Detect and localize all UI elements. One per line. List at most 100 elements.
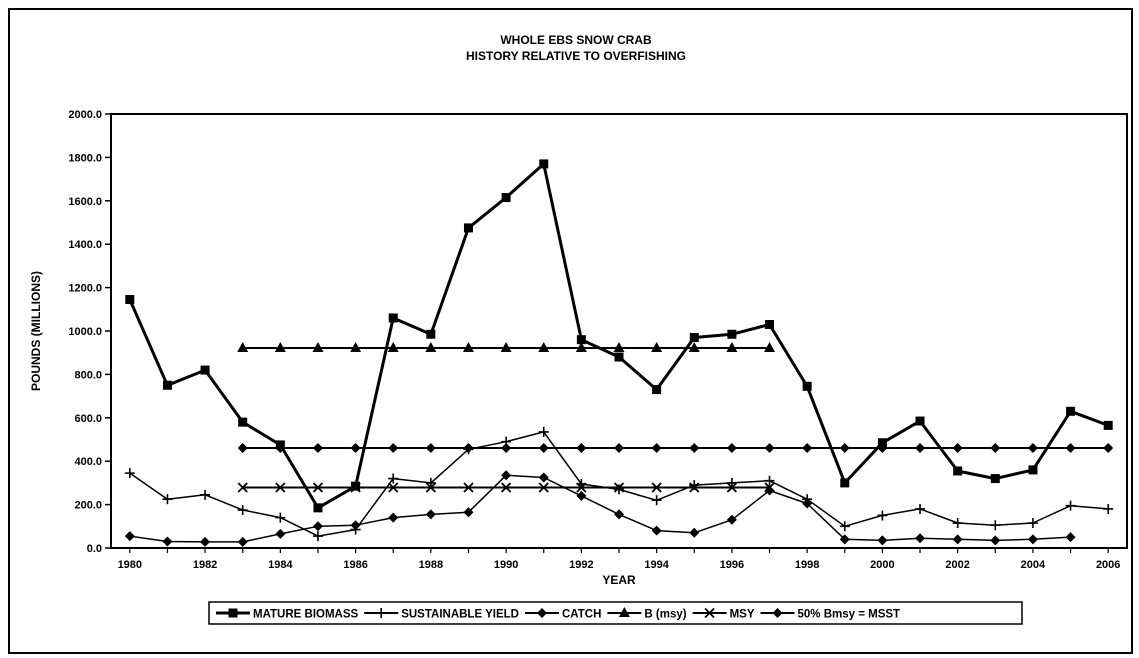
x-tick-label: 2006 xyxy=(1096,559,1120,571)
data-point xyxy=(576,490,587,501)
data-point xyxy=(1103,503,1114,514)
data-point xyxy=(426,329,436,339)
legend: MATURE BIOMASS SUSTAINABLE YIELD CATCH B (m… xyxy=(208,601,1023,625)
x-axis-title: YEAR xyxy=(602,573,636,587)
data-point xyxy=(1065,443,1076,454)
x-tick-label: 1990 xyxy=(494,559,518,571)
data-point xyxy=(200,365,210,375)
data-point xyxy=(1027,518,1038,529)
legend-label: SUSTAINABLE YIELD xyxy=(401,609,519,621)
series-layer xyxy=(124,159,1114,547)
data-point xyxy=(237,505,248,516)
data-point xyxy=(501,470,512,481)
data-point xyxy=(651,495,662,506)
data-point xyxy=(802,381,812,391)
legend-marker xyxy=(772,608,783,618)
data-point xyxy=(689,333,699,343)
data-point xyxy=(313,503,323,513)
data-point xyxy=(275,440,285,450)
legend-label: B (msy) xyxy=(644,609,686,621)
data-point xyxy=(1103,420,1113,430)
data-point xyxy=(162,380,172,390)
data-point xyxy=(877,438,887,448)
y-tick-label: 600.0 xyxy=(74,413,102,425)
data-point xyxy=(425,477,436,488)
data-point xyxy=(915,533,926,544)
data-point xyxy=(726,342,738,353)
data-point xyxy=(162,536,173,547)
series-catch xyxy=(124,470,1076,547)
chart-subtitle: HISTORY RELATIVE TO OVERFISHING xyxy=(466,49,686,63)
data-point xyxy=(312,531,323,542)
data-point xyxy=(501,436,512,447)
data-point xyxy=(388,313,398,323)
data-point xyxy=(688,342,700,353)
data-point xyxy=(501,443,512,454)
data-point xyxy=(764,342,776,353)
y-axis-title: POUNDS (MILLIONS) xyxy=(29,271,43,391)
x-tick-label: 1986 xyxy=(343,559,367,571)
legend-marker xyxy=(618,607,630,617)
x-tick-label: 2000 xyxy=(870,559,894,571)
legend-item: MSY xyxy=(692,607,755,621)
data-point xyxy=(839,534,850,545)
data-point xyxy=(915,503,926,514)
data-point xyxy=(990,535,1001,546)
data-point xyxy=(350,524,361,535)
x-tick-label: 1980 xyxy=(118,559,142,571)
data-point xyxy=(124,468,135,479)
data-point xyxy=(425,342,437,353)
data-point xyxy=(915,416,925,426)
data-point xyxy=(350,443,361,454)
data-point xyxy=(802,494,813,505)
data-point xyxy=(124,531,135,542)
data-point xyxy=(614,443,624,454)
data-point xyxy=(463,507,474,518)
data-point xyxy=(651,443,662,454)
data-point xyxy=(275,482,286,493)
data-point xyxy=(839,521,850,532)
data-point xyxy=(312,342,324,353)
data-point xyxy=(576,478,587,489)
data-point xyxy=(952,518,963,529)
x-tick-label: 1992 xyxy=(569,559,593,571)
data-point xyxy=(877,535,888,546)
data-point xyxy=(651,525,662,536)
chart-title: WHOLE EBS SNOW CRAB xyxy=(500,33,652,47)
legend-label: 50% Bmsy = MSST xyxy=(798,609,901,621)
series-mature-biomass xyxy=(125,159,1113,513)
legend-item: SUSTAINABLE YIELD xyxy=(364,608,519,621)
data-point xyxy=(689,527,700,538)
y-tick-label: 2000.0 xyxy=(68,109,102,121)
y-tick-label: 400.0 xyxy=(74,456,102,468)
data-point xyxy=(538,482,549,493)
series-sustainable-yield xyxy=(124,426,1114,542)
data-point xyxy=(237,342,249,353)
y-axis: 0.0 200.0 400.0 600.0 800.0 1000.0 1200.0 1400.… xyxy=(68,109,111,555)
data-point xyxy=(576,335,586,345)
data-point xyxy=(463,482,474,493)
data-point xyxy=(652,385,662,395)
data-point xyxy=(425,509,436,520)
data-point xyxy=(1027,443,1038,454)
data-point xyxy=(200,489,211,500)
data-point xyxy=(538,342,550,353)
data-point xyxy=(877,510,888,521)
data-point xyxy=(237,482,248,493)
series-b-msy xyxy=(237,342,776,353)
y-tick-label: 200.0 xyxy=(74,500,102,512)
data-point xyxy=(990,520,1001,531)
data-point xyxy=(726,477,737,488)
data-point xyxy=(952,534,963,545)
data-point xyxy=(727,329,737,339)
data-point xyxy=(840,478,850,488)
data-point xyxy=(689,443,700,454)
data-point xyxy=(275,512,286,523)
data-point xyxy=(162,494,173,505)
data-point xyxy=(1066,406,1076,416)
data-point xyxy=(425,443,436,454)
data-point xyxy=(200,536,211,547)
data-point xyxy=(538,443,549,454)
data-point xyxy=(576,443,587,454)
y-tick-label: 1000.0 xyxy=(68,326,102,338)
